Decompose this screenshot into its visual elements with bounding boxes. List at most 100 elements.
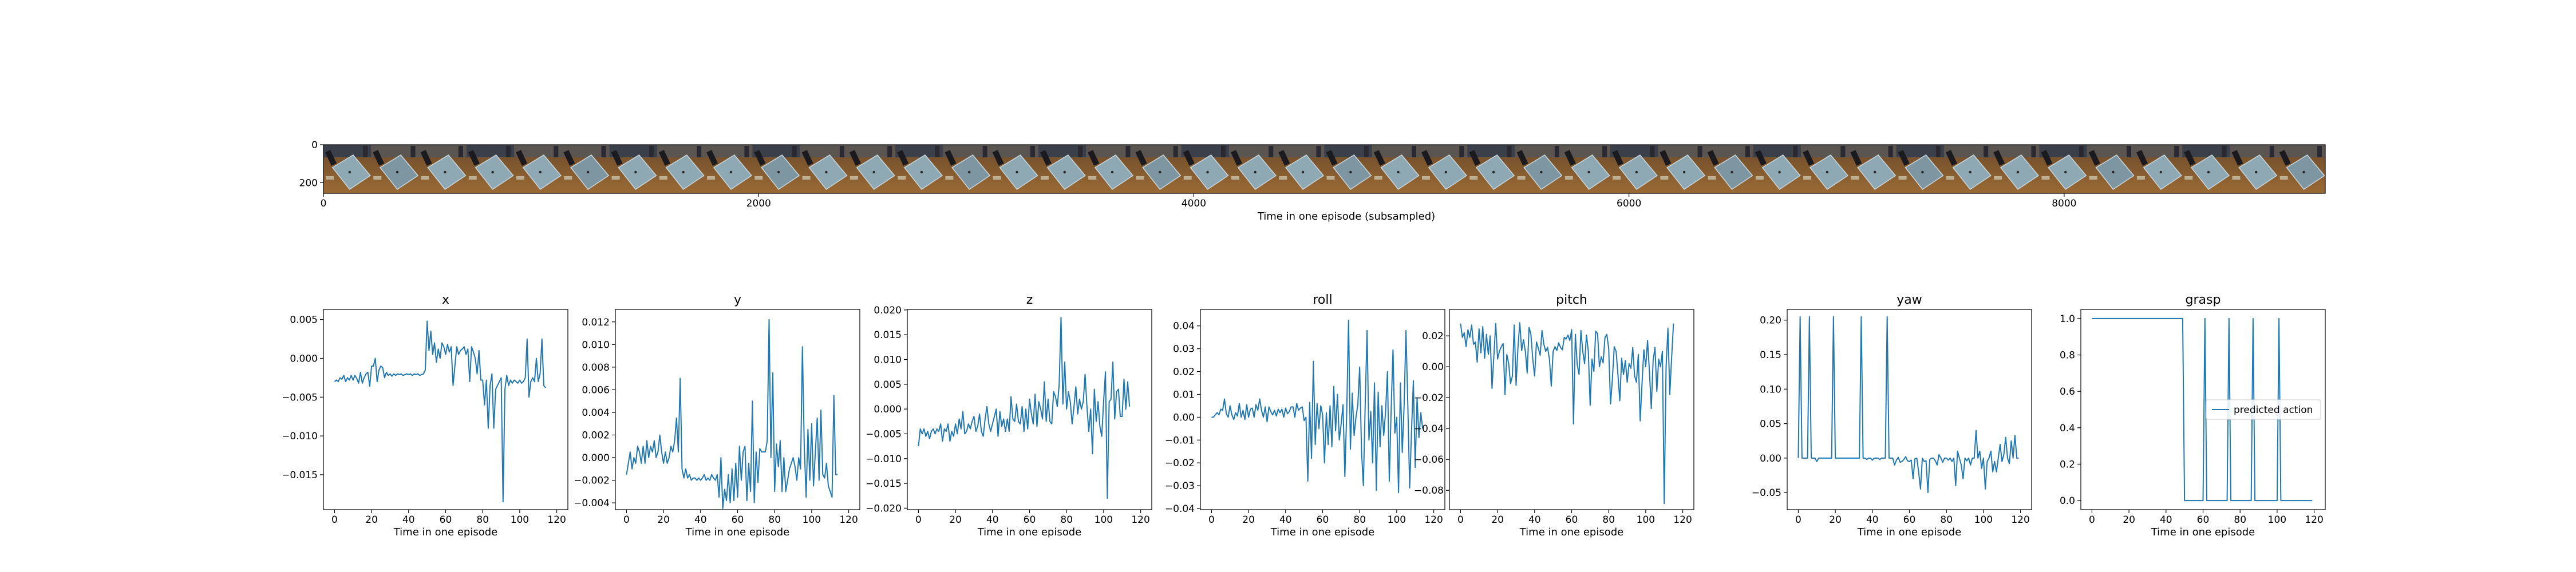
x-tick-label: 100: [1974, 514, 1993, 526]
x-tick-label: 0: [623, 514, 630, 526]
y-tick-label: −0.005: [282, 392, 318, 403]
filmstrip-frame: [2182, 145, 2230, 193]
x-tick-label: 40: [2160, 514, 2172, 526]
panel-x: x 0 20 40 60 80 100 120 0.005 0.000 −0.005 −0.010 −0…: [282, 293, 568, 538]
legend: predicted action: [2206, 399, 2321, 420]
x-tick-label: 60: [1317, 514, 1329, 526]
panel-yaw: yaw 0 20 40 60 80 100 120 0.20 0.15 0.10 0.05 0.00 −0…: [1752, 293, 2032, 538]
filmstrip-frame: [323, 145, 372, 193]
x-tick-label: 60: [2197, 514, 2210, 526]
y-tick-label: −0.01: [1165, 435, 1195, 446]
y-tick-label: 0.01: [1173, 389, 1195, 400]
filmstrip-frame: [1420, 145, 1468, 193]
panel-title: roll: [1313, 293, 1332, 307]
x-tick-label: 40: [402, 514, 415, 526]
filmstrip-frame: [1610, 145, 1658, 193]
filmstrip-frame: [2134, 145, 2183, 193]
panel-title: grasp: [2186, 293, 2221, 307]
filmstrip-x-tick-label: 0: [321, 198, 327, 209]
series-line: [626, 319, 838, 510]
filmstrip-frame: [895, 145, 943, 193]
y-tick-label: 0.00: [1173, 412, 1195, 423]
x-tick-label: 80: [1940, 514, 1953, 526]
filmstrip-frame: [2277, 145, 2325, 193]
plot-frame: [323, 309, 568, 510]
x-tick-label: 100: [511, 514, 529, 526]
filmstrip-x-tick-label: 8000: [2052, 198, 2076, 209]
x-tick-label: 100: [1637, 514, 1655, 526]
filmstrip-frame: [2039, 145, 2088, 193]
panel-y: y 0 20 40 60 80 100 120 −0.004 −0.002 0.000 0.002 0.…: [574, 293, 860, 538]
filmstrip-frame: [1277, 145, 1325, 193]
action-panels: x0 20 40 60 80 100 1200.0050.000−0.005−0.010−0…: [282, 293, 2326, 538]
x-tick-label: 120: [2305, 514, 2323, 526]
y-tick-label: −0.005: [866, 428, 902, 440]
panel-title: y: [734, 293, 741, 307]
series-line: [1460, 322, 1674, 505]
x-tick-label: 120: [839, 514, 858, 526]
panel-grasp: grasp 0 20 40 60 80 100 120 0.0 0.2 0.4 0.6 0.8 1.0 Ti…: [2060, 293, 2326, 538]
filmstrip-frame: [1086, 145, 1134, 193]
y-tick-label: 0.010: [874, 355, 902, 366]
plot-frame: [615, 309, 860, 510]
filmstrip-frame: [705, 145, 753, 193]
x-tick-label: 80: [1602, 514, 1615, 526]
filmstrip-frame: [1467, 145, 1516, 193]
filmstrip-frame: [1658, 145, 1706, 193]
panel-title: pitch: [1556, 293, 1587, 307]
series-line: [918, 316, 1131, 499]
y-tick-label: 0.20: [1760, 315, 1781, 327]
filmstrip-frame: [1372, 145, 1420, 193]
y-tick-label: 0.000: [874, 404, 902, 415]
x-tick-label: 120: [1131, 514, 1149, 526]
y-tick-label: 0.008: [582, 362, 610, 374]
x-tick-label: 40: [1279, 514, 1292, 526]
y-tick-label: 1.0: [2060, 313, 2075, 325]
filmstrip-frame: [1228, 145, 1277, 193]
series-line: [2092, 317, 2313, 502]
x-tick-label: 0: [1457, 514, 1464, 526]
y-tick-label: −0.05: [1752, 487, 1781, 499]
y-tick-label: 0.6: [2060, 386, 2075, 398]
y-tick-label: 0.000: [290, 353, 318, 364]
y-tick-label: 0.005: [874, 379, 902, 391]
filmstrip-x-tick-label: 4000: [1182, 198, 1206, 209]
x-tick-label: 120: [1673, 514, 1692, 526]
x-tick-label: 100: [803, 514, 821, 526]
filmstrip-frame: [1038, 145, 1086, 193]
filmstrip-frame: [418, 145, 467, 193]
filmstrip-frame: [1562, 145, 1611, 193]
x-axis-label: Time in one episode: [2151, 526, 2255, 538]
x-tick-label: 60: [1566, 514, 1578, 526]
x-axis-label: Time in one episode: [1519, 526, 1624, 538]
filmstrip-frame: [1896, 145, 1945, 193]
y-tick-label: −0.004: [574, 498, 610, 509]
y-tick-label: 0.05: [1760, 419, 1781, 430]
filmstrip-frames: [323, 145, 2325, 193]
y-tick-label: 0.005: [290, 315, 318, 326]
y-tick-label: −0.03: [1165, 480, 1195, 492]
filmstrip-frame: [1943, 145, 1992, 193]
y-tick-label: 0.2: [2060, 459, 2075, 470]
x-tick-label: 20: [657, 514, 670, 526]
y-tick-label: −0.002: [574, 475, 610, 487]
filmstrip-frame: [1753, 145, 1801, 193]
x-tick-label: 40: [986, 514, 999, 526]
y-tick-label: −0.015: [282, 470, 318, 481]
y-tick-label: 0.000: [582, 452, 610, 464]
x-tick-label: 100: [1388, 514, 1406, 526]
x-tick-label: 20: [1242, 514, 1255, 526]
x-tick-label: 100: [2268, 514, 2286, 526]
filmstrip-frame: [609, 145, 658, 193]
series-line: [1797, 316, 2019, 494]
filmstrip-frame: [1848, 145, 1897, 193]
x-axis-label: Time in one episode: [393, 526, 498, 538]
filmstrip-x-tick-label: 6000: [1617, 198, 1641, 209]
x-tick-label: 20: [949, 514, 962, 526]
filmstrip-frame: [2087, 145, 2135, 193]
x-tick-label: 20: [1491, 514, 1504, 526]
filmstrip-frame: [1324, 145, 1373, 193]
filmstrip-frame: [466, 145, 515, 193]
filmstrip-frame: [1515, 145, 1563, 193]
